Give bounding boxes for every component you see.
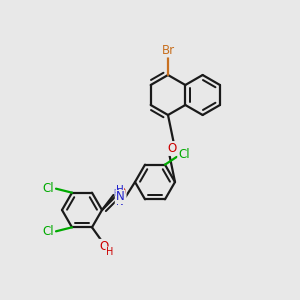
Text: H: H bbox=[114, 188, 119, 197]
Text: Cl: Cl bbox=[42, 225, 54, 238]
Text: H: H bbox=[106, 247, 114, 257]
Text: H
N: H N bbox=[116, 185, 123, 207]
Text: O: O bbox=[167, 142, 176, 155]
Text: N: N bbox=[116, 190, 125, 203]
Text: O: O bbox=[116, 185, 126, 199]
Text: Cl: Cl bbox=[42, 182, 54, 195]
Text: Cl: Cl bbox=[178, 148, 190, 161]
Text: Br: Br bbox=[161, 44, 175, 56]
Text: O: O bbox=[99, 240, 109, 253]
